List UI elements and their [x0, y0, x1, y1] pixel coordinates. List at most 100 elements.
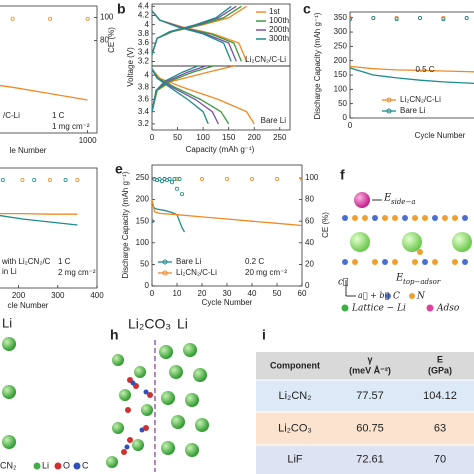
table-header: (GPa)	[428, 365, 452, 375]
y2-tick-label: 60	[305, 216, 314, 225]
legend-label: Li₂CN₂/C-Li	[176, 268, 217, 277]
table-header-bg	[256, 352, 474, 380]
ce-point	[350, 17, 352, 22]
x-tick-label: 200	[12, 291, 26, 300]
y-tick-label: 3.8	[138, 82, 150, 91]
y-tick-label: 100	[334, 84, 348, 93]
y-tick-label: 3.2	[138, 119, 150, 128]
panel-label: i	[262, 327, 266, 343]
plot-area	[152, 177, 302, 233]
ce-point	[274, 177, 279, 182]
y-tick-label: 3.8	[138, 29, 150, 38]
annotation: C	[82, 460, 89, 470]
plot-frame	[0, 5, 98, 134]
y-tick-label: 250	[136, 173, 150, 182]
legend-label: 100th	[269, 16, 289, 25]
plot-area	[350, 16, 474, 85]
plot-area	[0, 177, 80, 226]
annotation: C	[393, 292, 400, 302]
y-tick-label: 4	[145, 20, 150, 29]
x-tick-label: 40	[248, 289, 257, 298]
ce-point	[157, 177, 162, 182]
x-tick-label: 150	[222, 133, 236, 142]
table-cell: 77.57	[356, 390, 384, 402]
y-tick-label: 0	[145, 281, 150, 290]
legend-label: Bare Li	[400, 106, 426, 115]
y-tick-label: 4	[145, 70, 150, 79]
ce-point	[249, 177, 254, 182]
ce-point	[394, 17, 399, 22]
table-cell: 60.75	[356, 422, 384, 434]
ce-point	[371, 16, 376, 21]
x-tick-label: 300	[51, 291, 65, 300]
ce-point	[177, 177, 182, 182]
annotation: cle Number	[8, 301, 49, 310]
plot-area	[0, 16, 90, 101]
legend-label: 300th	[269, 34, 289, 43]
y-axis-label: Discharge Capacity (mAh g⁻¹)	[313, 12, 322, 119]
annotation: c⃗	[338, 278, 348, 288]
ce-point	[417, 16, 422, 21]
x-tick-label: 400	[90, 291, 104, 300]
ce-point	[152, 219, 154, 224]
panel-label: f	[340, 167, 345, 183]
ce-point	[172, 177, 177, 182]
ce-point	[167, 177, 172, 182]
y-tick-label: 3.4	[138, 107, 150, 116]
y2-tick-label: 20	[305, 260, 314, 269]
x-tick-label: 100	[196, 133, 210, 142]
y-tick-label: 200	[136, 195, 150, 204]
annotation: 1 mg cm⁻²	[52, 122, 90, 131]
x-tick-label: 200	[248, 133, 262, 142]
table-header: (meV Å⁻²)	[349, 365, 391, 375]
plot-area	[152, 66, 255, 125]
ce-point	[63, 177, 68, 182]
table-header: Component	[270, 360, 320, 370]
series-line	[152, 5, 232, 62]
x-axis-label: Cycle Number	[202, 298, 253, 307]
y-tick-label: 300	[334, 27, 348, 36]
annotation: 0.5 C	[415, 65, 434, 74]
plot-frame	[151, 65, 291, 131]
y2-axis-label: CE (%)	[107, 27, 116, 53]
ce-point	[85, 16, 90, 21]
ce-point	[159, 179, 164, 184]
ce-point	[32, 177, 37, 182]
table-row-bg	[256, 380, 474, 412]
annotation: Lattice − Li	[351, 304, 406, 314]
ce-point	[174, 177, 179, 182]
x-tick-label: 1000	[79, 136, 97, 145]
annotation: Adso	[436, 304, 460, 314]
series-line	[350, 65, 474, 73]
table-row-bg	[256, 445, 474, 474]
y-tick-label: 100	[136, 238, 150, 247]
y2-tick-label: 100	[305, 173, 319, 182]
y-tick-label: 3.2	[138, 57, 150, 66]
table-header: γ	[367, 354, 372, 364]
annotation: 0.2 C	[245, 257, 264, 266]
y2-tick-label: 80	[305, 195, 314, 204]
ce-point	[0, 177, 5, 182]
table-row-bg	[256, 412, 474, 445]
panel-label: b	[117, 1, 126, 17]
y-axis-label: Discharge Capacity (mAh g⁻¹)	[121, 171, 130, 278]
legend-marker	[162, 259, 168, 265]
x-tick-label: 60	[298, 289, 307, 298]
annotation: Li₂CN₂/C-Li	[245, 55, 286, 64]
y-tick-label: 200	[334, 56, 348, 65]
ce-point	[152, 202, 154, 207]
y2-tick-label: 40	[305, 238, 314, 247]
ce-point	[169, 180, 174, 185]
x-axis-label: Cycle Number	[415, 131, 466, 140]
y-axis-label: Voltage (V)	[126, 47, 135, 87]
annotation: Li	[42, 460, 49, 470]
x-tick-label: 0	[348, 121, 353, 130]
annotation: 20 mg cm⁻²	[245, 268, 287, 277]
series-line	[152, 199, 302, 227]
structure-art	[2, 192, 472, 472]
y-tick-label: 150	[136, 216, 150, 225]
annotation: Bare Li	[261, 116, 287, 125]
x-tick-label: 20	[198, 289, 207, 298]
series-line	[350, 67, 474, 85]
